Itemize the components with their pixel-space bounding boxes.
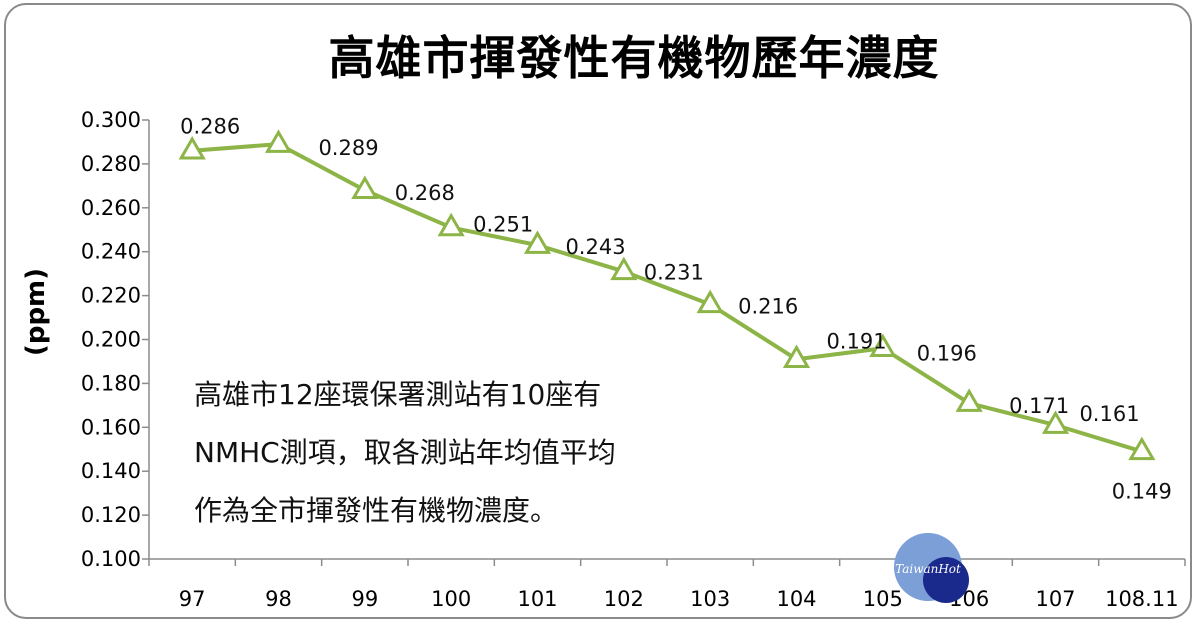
y-axis-ticks: 0.300 0.280 0.260 0.240 0.220 0.200 0.180 0.160… <box>81 108 149 571</box>
data-labels: 0.286 0.289 0.268 0.251 0.243 0.231 0.216 0.191… <box>180 115 1172 504</box>
data-label: 0.251 <box>473 213 533 237</box>
x-axis-ticks: 97 98 99 100 101 102 103 104 105 106 107 108.11 <box>148 559 1186 611</box>
data-point-marker <box>869 333 897 357</box>
x-tick-label: 105 <box>863 587 903 611</box>
x-tick-label: 104 <box>776 587 816 611</box>
data-point-marker <box>955 388 983 412</box>
data-label: 0.231 <box>644 260 704 284</box>
y-tick-label: 0.240 <box>81 240 141 264</box>
data-label: 0.243 <box>565 235 625 259</box>
x-tick-label: 98 <box>265 587 292 611</box>
annotation-text: 高雄市12座環保署測站有10座有 NMHC測項，取各測站年均值平均 作為全市揮發… <box>194 366 754 540</box>
data-label: 0.289 <box>318 136 378 160</box>
y-tick-label: 0.140 <box>81 459 141 483</box>
x-tick-label: 101 <box>517 587 557 611</box>
y-tick-label: 0.260 <box>81 196 141 220</box>
watermark-circle-dark <box>923 557 969 603</box>
y-tick-label: 0.300 <box>81 108 141 132</box>
x-tick-label: 100 <box>431 587 471 611</box>
data-point-marker <box>523 230 552 254</box>
data-point-marker <box>696 289 724 314</box>
data-point-marker <box>782 344 811 368</box>
annotation-line: 作為全市揮發性有機物濃度。 <box>194 494 559 527</box>
data-point-marker <box>178 135 206 160</box>
data-point-marker <box>610 256 638 281</box>
data-point-marker <box>351 175 379 199</box>
data-point-marker <box>264 129 293 153</box>
data-label: 0.161 <box>1079 402 1139 426</box>
y-tick-label: 0.180 <box>81 371 141 395</box>
annotation-line: NMHC測項，取各測站年均值平均 <box>194 436 616 469</box>
y-tick-label: 0.280 <box>81 152 141 176</box>
watermark-text: TaiwanHot <box>895 562 961 576</box>
y-tick-label: 0.120 <box>81 503 141 527</box>
y-tick-label: 0.160 <box>81 415 141 439</box>
y-tick-label: 0.100 <box>81 547 141 571</box>
x-tick-label: 103 <box>690 587 730 611</box>
data-label: 0.191 <box>826 329 886 353</box>
x-tick-label: 102 <box>604 587 644 611</box>
series-polyline <box>192 142 1143 454</box>
watermark-logo: TaiwanHot <box>894 533 969 603</box>
x-tick-label: 107 <box>1035 587 1075 611</box>
data-label: 0.149 <box>1112 479 1172 503</box>
chart-title: 高雄市揮發性有機物歷年濃度 <box>328 31 940 85</box>
data-label: 0.171 <box>1009 394 1069 418</box>
data-point-marker <box>1128 436 1156 461</box>
series-line <box>178 129 1156 461</box>
x-tick-label: 108.11 <box>1105 587 1178 611</box>
chart-frame <box>4 3 1192 619</box>
annotation-line: 高雄市12座環保署測站有10座有 <box>194 378 602 411</box>
data-point-marker <box>437 212 465 237</box>
y-tick-label: 0.200 <box>81 328 141 352</box>
data-label: 0.286 <box>180 115 240 139</box>
x-tick-label: 99 <box>351 587 378 611</box>
y-tick-label: 0.220 <box>81 284 141 308</box>
data-point-marker <box>1041 410 1070 434</box>
x-tick-label: 97 <box>179 587 206 611</box>
data-label: 0.196 <box>917 341 977 365</box>
data-label: 0.268 <box>395 181 455 205</box>
data-label: 0.216 <box>738 294 798 318</box>
